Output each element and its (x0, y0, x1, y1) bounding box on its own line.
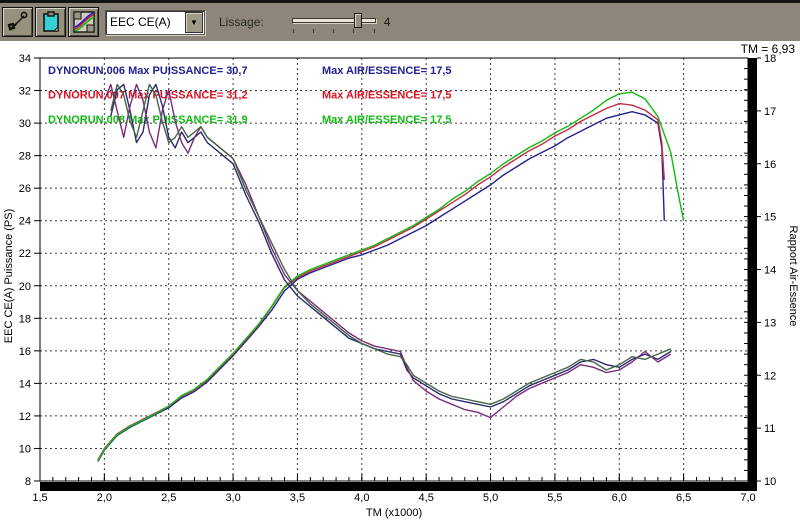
series-dynorun-007-air-essence (103, 83, 672, 419)
legend-afr-label: Max AIR/ESSENCE= 17,5 (322, 65, 452, 77)
lissage-value: 4 (383, 15, 391, 29)
chart-display-button[interactable] (68, 7, 99, 37)
y-right-tick-label: 17 (764, 106, 776, 118)
lissage-slider[interactable] (291, 9, 376, 35)
graph-tool-button[interactable] (2, 7, 33, 37)
y-left-tick-label: 22 (19, 248, 31, 260)
series-dynorun-006-air-essence (110, 83, 672, 408)
y-left-tick-label: 8 (25, 476, 31, 488)
x-tick-label: 3,0 (225, 492, 240, 504)
clipboard-icon (40, 11, 62, 33)
y-left-tick-label: 10 (19, 443, 31, 455)
channel-select[interactable]: EEC CE(A) ▼ (105, 9, 205, 35)
y-left-tick-label: 32 (19, 86, 31, 98)
y-left-tick-label: 16 (19, 346, 31, 358)
series-dynorun-008-puissance (97, 91, 685, 462)
y-left-tick-label: 12 (19, 411, 31, 423)
slider-tick-marks (292, 29, 375, 34)
y-right-tick-label: 10 (764, 476, 776, 488)
series-dynorun-007-puissance (97, 102, 665, 461)
y-right-tick-label: 12 (764, 370, 776, 382)
y-right-axis-title: Rapport Air-Essence (787, 226, 799, 327)
y-right-tick-label: 13 (764, 317, 776, 329)
x-tick-label: 6,5 (676, 492, 691, 504)
x-tick-label: 3,5 (290, 492, 305, 504)
chart-region: TM = 6,93 1,5 2,0 2,5 3,0 3,5 4,0 4,5 5,0 5,5 6,0… (0, 41, 800, 522)
lissage-label: Lissage: (219, 15, 264, 29)
y-left-tick-label: 14 (19, 378, 31, 390)
series-dynorun-006-puissance (97, 110, 665, 462)
y-right-tick-label: 18 (764, 53, 776, 65)
x-tick-label: 2,0 (97, 492, 112, 504)
clipboard-button[interactable] (35, 7, 66, 37)
y-left-tick-label: 18 (19, 313, 31, 325)
dyno-chart: 1,5 2,0 2,5 3,0 3,5 4,0 4,5 5,0 5,5 6,0 6,5 7,0 TM (… (3, 53, 799, 519)
y-left-tick-label: 28 (19, 151, 31, 163)
x-tick-label: 4,5 (419, 492, 434, 504)
x-tick-label: 6,0 (612, 492, 627, 504)
y-left-tick-label: 26 (19, 183, 31, 195)
y-right-tick-label: 15 (764, 212, 776, 224)
x-tick-label: 7,0 (740, 492, 755, 504)
x-tick-label: 1,5 (32, 492, 47, 504)
y-left-axis-title: EEC CE(A) Puissance (PS) (3, 209, 15, 343)
y-right-tick-label: 11 (764, 423, 775, 435)
y-right-tick-label: 14 (764, 265, 776, 277)
legend-run-label: DYNORUN.007 Max PUISSANCE= 31,2 (48, 90, 248, 102)
toolbar: EEC CE(A) ▼ Lissage: 4 (0, 0, 800, 41)
x-tick-label: 5,0 (483, 492, 498, 504)
chart-display-icon (72, 11, 95, 33)
legend-run-label: DYNORUN.008 Max PUISSANCE= 31,9 (48, 114, 248, 126)
x-axis-bar (40, 482, 757, 491)
y-left-tick-label: 20 (19, 281, 31, 293)
legend-afr-label: Max AIR/ESSENCE= 17,5 (322, 114, 452, 126)
slider-track[interactable] (291, 18, 376, 23)
series-dynorun-008-air-essence (110, 83, 672, 405)
x-tick-label: 5,5 (547, 492, 562, 504)
x-tick-label: 4,0 (354, 492, 369, 504)
slider-thumb[interactable] (353, 13, 362, 28)
x-axis-title: TM (x1000) (366, 507, 422, 519)
graph-tool-icon (7, 11, 29, 33)
right-axis-bar (748, 58, 757, 491)
legend-run-label: DYNORUN.006 Max PUISSANCE= 30,7 (48, 65, 248, 77)
y-right-tick-label: 16 (764, 159, 776, 171)
y-left-tick-label: 34 (19, 53, 31, 65)
tm-readout: TM = 6,93 (740, 42, 795, 56)
channel-select-value: EEC CE(A) (110, 15, 171, 29)
y-left-tick-label: 24 (19, 216, 31, 228)
y-left-tick-label: 30 (19, 118, 31, 130)
chevron-down-icon[interactable]: ▼ (185, 11, 203, 33)
legend-afr-label: Max AIR/ESSENCE= 17,5 (322, 90, 452, 102)
x-tick-label: 2,5 (161, 492, 176, 504)
